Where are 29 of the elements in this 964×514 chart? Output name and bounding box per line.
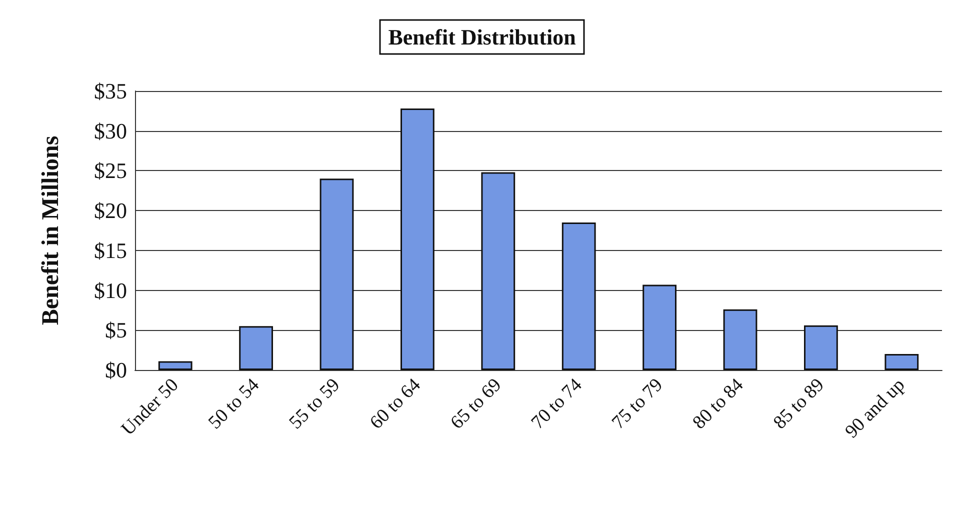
y-tick-label: $0 (105, 358, 127, 382)
bar (239, 326, 273, 370)
y-tick-label: $25 (94, 158, 127, 184)
x-tick-label: 75 to 79 (608, 374, 667, 434)
x-tick-label: 80 to 84 (688, 374, 748, 434)
bar (642, 284, 676, 370)
chart-title: Benefit Distribution (388, 24, 576, 50)
bar (320, 178, 354, 370)
bar (400, 108, 434, 370)
bar (723, 309, 758, 370)
y-tick-label: $20 (94, 198, 127, 224)
y-tick-label: $10 (94, 278, 127, 303)
y-tick-label: $30 (94, 118, 127, 144)
bar (804, 325, 838, 370)
y-axis-title: Benefit in Millions (38, 136, 64, 326)
x-tick-label: 50 to 54 (204, 374, 264, 434)
y-tick-label: $5 (105, 318, 127, 343)
x-tick-label: 90 and up (841, 374, 910, 442)
y-tick-label: $15 (94, 238, 127, 263)
x-tick-label: 70 to 74 (527, 374, 587, 434)
bar (884, 354, 919, 370)
x-tick-label: 60 to 64 (366, 374, 426, 434)
x-tick-label: 65 to 69 (446, 374, 506, 434)
bar (158, 361, 192, 370)
bar (562, 222, 596, 370)
x-tick-label: 55 to 59 (285, 374, 344, 434)
y-tick-label: $35 (94, 78, 127, 104)
bar (481, 172, 516, 370)
x-tick-label: 85 to 89 (770, 374, 828, 434)
